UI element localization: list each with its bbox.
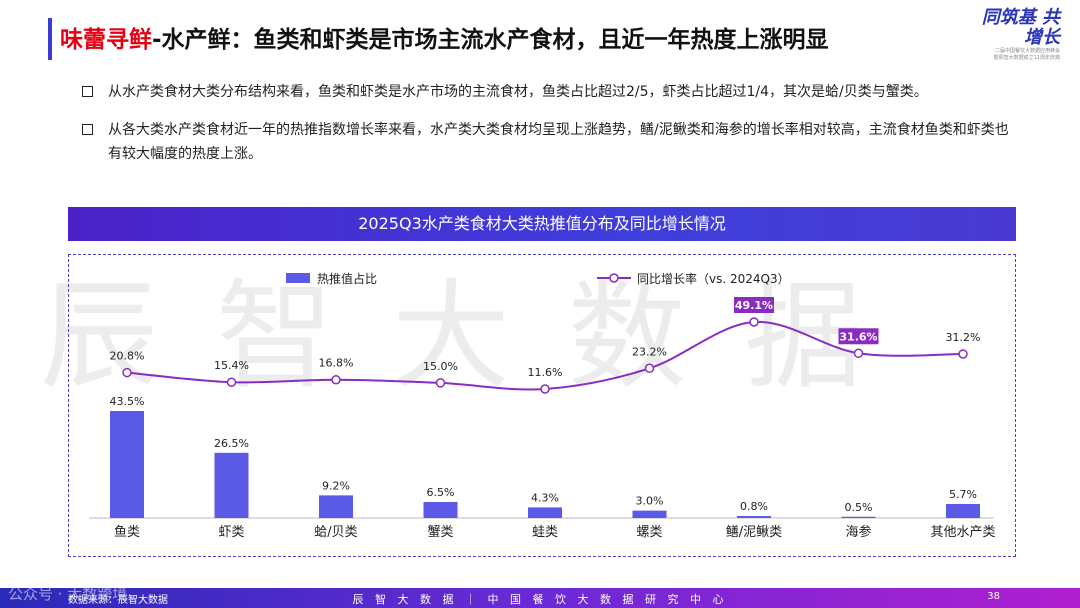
bar-value-label: 3.0% xyxy=(636,495,664,508)
bar-value-label: 0.5% xyxy=(845,501,873,514)
x-tick-label: 虾类 xyxy=(218,525,244,540)
x-tick-label: 蛤/贝类 xyxy=(314,525,357,540)
bar xyxy=(841,516,876,518)
title-rest: -水产鲜：鱼类和虾类是市场主流水产食材，且近一年热度上涨明显 xyxy=(152,27,829,53)
bar-value-label: 5.7% xyxy=(949,488,977,501)
line-point xyxy=(749,317,759,327)
legend-line-label: 同比增长率（vs. 2024Q3） xyxy=(637,271,790,286)
line-point xyxy=(644,363,655,374)
line-point xyxy=(226,377,237,387)
line-value-label: 31.6% xyxy=(839,330,877,343)
line-point xyxy=(331,374,341,385)
growth-line xyxy=(126,320,964,391)
data-source: 数据来源：辰智大数据 xyxy=(68,595,168,606)
logo-subtitle-1: 二届中国餐饮大数据应用峰会 xyxy=(994,48,1060,54)
x-tick-label: 鳝/泥鳅类 xyxy=(726,524,782,540)
line-point xyxy=(540,384,550,394)
x-tick-label: 螺类 xyxy=(636,525,662,540)
highlight-label-bg xyxy=(734,297,774,313)
line-value-label: 15.4% xyxy=(214,359,249,372)
bar xyxy=(528,507,562,518)
bullet-list: 从水产类食材大类分布结构来看，鱼类和虾类是水产市场的主流食材，鱼类占比超过2/5… xyxy=(82,80,1012,180)
bar xyxy=(319,495,353,518)
bar xyxy=(632,510,667,518)
bar-value-label: 0.8% xyxy=(740,500,768,513)
page-number: 38 xyxy=(987,591,1000,602)
line-value-label: 49.1% xyxy=(735,299,773,312)
bar xyxy=(214,452,249,518)
highlight-label-bg xyxy=(838,328,879,345)
legend-line-marker xyxy=(609,273,619,283)
bullet-text: 从水产类食材大类分布结构来看，鱼类和虾类是水产市场的主流食材，鱼类占比超过2/5… xyxy=(108,84,928,100)
combo-chart: 热推值占比 同比增长率（vs. 2024Q3） 43.5% 26.5% 9.2% 6.5%… xyxy=(89,271,996,540)
line-value-label: 23.2% xyxy=(632,345,667,358)
chart-title: 2025Q3水产类食材大类热推值分布及同比增长情况 xyxy=(68,207,1016,241)
footer-bar: 数据来源：辰智大数据 辰 智 大 数 据 ｜ 中 国 餐 饮 大 数 据 研 究… xyxy=(0,588,1080,608)
line-point xyxy=(853,348,864,359)
bar-value-label: 9.2% xyxy=(322,479,350,492)
x-tick-label: 海参 xyxy=(845,524,871,540)
title-accent-bar xyxy=(48,18,52,60)
legend-bar-label: 热推值占比 xyxy=(317,271,377,286)
bullet-text: 从各大类水产类食材近一年的热推指数增长率来看，水产类大类食材均呈现上涨趋势，鳝/… xyxy=(108,122,1009,162)
logo-slogan: 同筑基 共增长 xyxy=(981,7,1060,48)
title-highlight: 味蕾寻鲜 xyxy=(60,27,152,53)
line-value-label: 15.0% xyxy=(423,360,458,373)
x-tick-label: 其他水产类 xyxy=(930,525,995,540)
x-tick-label: 蛙类 xyxy=(532,525,558,540)
bullet-square-icon xyxy=(82,86,93,97)
page-title: 味蕾寻鲜-水产鲜：鱼类和虾类是市场主流水产食材，且近一年热度上涨明显 xyxy=(60,20,829,54)
x-tick-label: 鱼类 xyxy=(114,524,140,540)
event-logo: 同筑基 共增长 二届中国餐饮大数据应用峰会 暨辰智大数据成立11周年庆典 xyxy=(968,8,1060,66)
line-value-label: 20.8% xyxy=(110,350,145,363)
line-value-label: 16.8% xyxy=(319,357,354,370)
bar xyxy=(946,503,980,518)
bar-value-label: 4.3% xyxy=(531,491,559,504)
line-value-label: 11.6% xyxy=(528,366,563,379)
logo-subtitle-2: 暨辰智大数据成立11周年庆典 xyxy=(993,55,1060,61)
wechat-watermark: 公众号 · 大数跨境 xyxy=(8,585,128,603)
bullet-item: 从水产类食材大类分布结构来看，鱼类和虾类是水产市场的主流食材，鱼类占比超过2/5… xyxy=(82,80,1012,104)
bar xyxy=(737,516,771,518)
line-point xyxy=(122,367,132,378)
footer-organization: 辰 智 大 数 据 ｜ 中 国 餐 饮 大 数 据 研 究 中 心 xyxy=(352,593,728,606)
bar-value-label: 26.5% xyxy=(214,437,249,450)
line-value-label: 31.2% xyxy=(946,331,981,344)
bar xyxy=(423,502,458,518)
bullet-item: 从各大类水产类食材近一年的热推指数增长率来看，水产类大类食材均呈现上涨趋势，鳝/… xyxy=(82,118,1012,166)
chart-frame: 热推值占比 同比增长率（vs. 2024Q3） 43.5% 26.5% 9.2% 6.5%… xyxy=(68,254,1016,557)
legend-bar-swatch xyxy=(286,273,310,283)
x-tick-label: 蟹类 xyxy=(427,525,453,540)
bar xyxy=(110,411,144,518)
bullet-square-icon xyxy=(82,124,93,135)
line-point xyxy=(435,378,446,388)
line-point xyxy=(958,349,968,359)
bar-value-label: 43.5% xyxy=(110,395,145,408)
bar-value-label: 6.5% xyxy=(427,486,455,499)
